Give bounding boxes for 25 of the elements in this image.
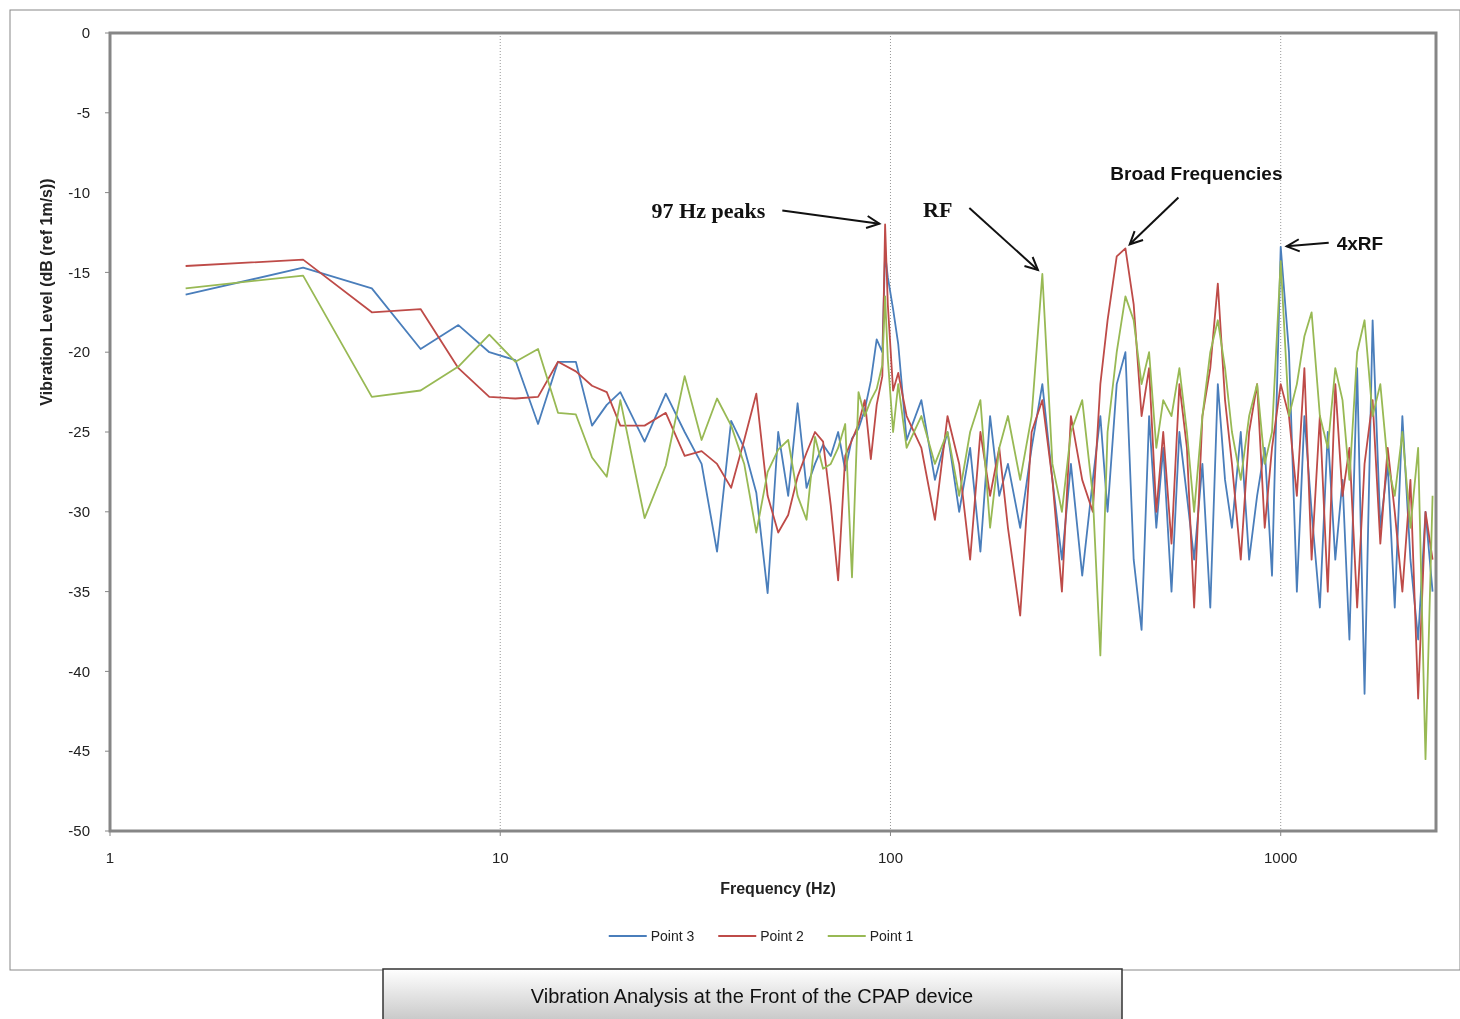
x-axis-title: Frequency (Hz) — [720, 880, 836, 897]
annotation: RF — [923, 197, 953, 222]
y-tick-label: -35 — [68, 582, 90, 600]
y-tick-label: -50 — [68, 822, 90, 840]
y-tick-label: 0 — [81, 24, 90, 42]
annotation: 4xRF — [1336, 232, 1384, 254]
y-tick-label: -45 — [68, 742, 90, 760]
y-tick-label: -40 — [68, 662, 90, 680]
legend-label: Point 2 — [760, 928, 805, 944]
y-tick-label: -30 — [68, 503, 90, 521]
x-tick-label: 100 — [877, 849, 903, 866]
legend-label: Point 3 — [650, 928, 695, 944]
x-tick-label: 1000 — [1264, 849, 1298, 866]
y-tick-label: -5 — [76, 104, 90, 122]
annotation: Broad Frequencies — [1110, 163, 1283, 185]
text: Vibration Analysis at the Front of the CPAP device — [530, 985, 974, 1007]
legend-label: Point 1 — [869, 928, 914, 944]
x-tick-label: 10 — [491, 849, 509, 866]
y-tick-label: -10 — [68, 183, 90, 201]
y-tick-label: -15 — [68, 263, 90, 281]
y-tick-label: -20 — [68, 343, 90, 361]
annotation: 97 Hz peaks — [651, 197, 766, 223]
y-axis-title: Vibration Level (dB (ref 1m/s)) — [38, 178, 55, 406]
x-tick-label: 1 — [105, 849, 115, 866]
y-tick-label: -25 — [68, 423, 90, 441]
